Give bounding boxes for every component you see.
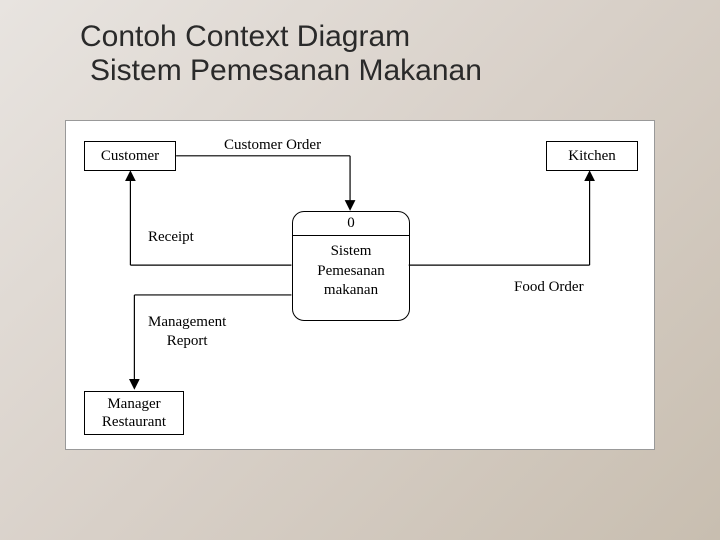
- process-line1: Sistem: [303, 242, 399, 262]
- edge-label-food-order: Food Order: [514, 279, 584, 296]
- edge-label-management-report: Management Report: [148, 313, 226, 351]
- process-body: Sistem Pemesanan makanan: [293, 236, 409, 307]
- title-line2: Sistem Pemesanan Makanan: [80, 54, 660, 88]
- process-line2: Pemesanan: [303, 262, 399, 282]
- title-line1: Contoh Context Diagram: [80, 20, 660, 54]
- process-line3: makanan: [303, 281, 399, 301]
- node-process: 0 Sistem Pemesanan makanan: [292, 211, 410, 321]
- node-manager-line2: Restaurant: [102, 413, 166, 431]
- mgmt-report-line2: Report: [148, 332, 226, 351]
- diagram-container: Customer Kitchen Manager Restaurant 0 Si…: [65, 120, 655, 450]
- node-kitchen: Kitchen: [546, 141, 638, 171]
- node-manager-line1: Manager: [107, 395, 160, 413]
- node-manager: Manager Restaurant: [84, 391, 184, 435]
- mgmt-report-line1: Management: [148, 313, 226, 332]
- node-customer-label: Customer: [101, 148, 159, 165]
- edge-label-customer-order: Customer Order: [224, 137, 321, 154]
- title-area: Contoh Context Diagram Sistem Pemesanan …: [0, 0, 720, 98]
- process-header: 0: [293, 212, 409, 236]
- edge-label-receipt: Receipt: [148, 229, 194, 246]
- node-kitchen-label: Kitchen: [568, 148, 615, 165]
- node-customer: Customer: [84, 141, 176, 171]
